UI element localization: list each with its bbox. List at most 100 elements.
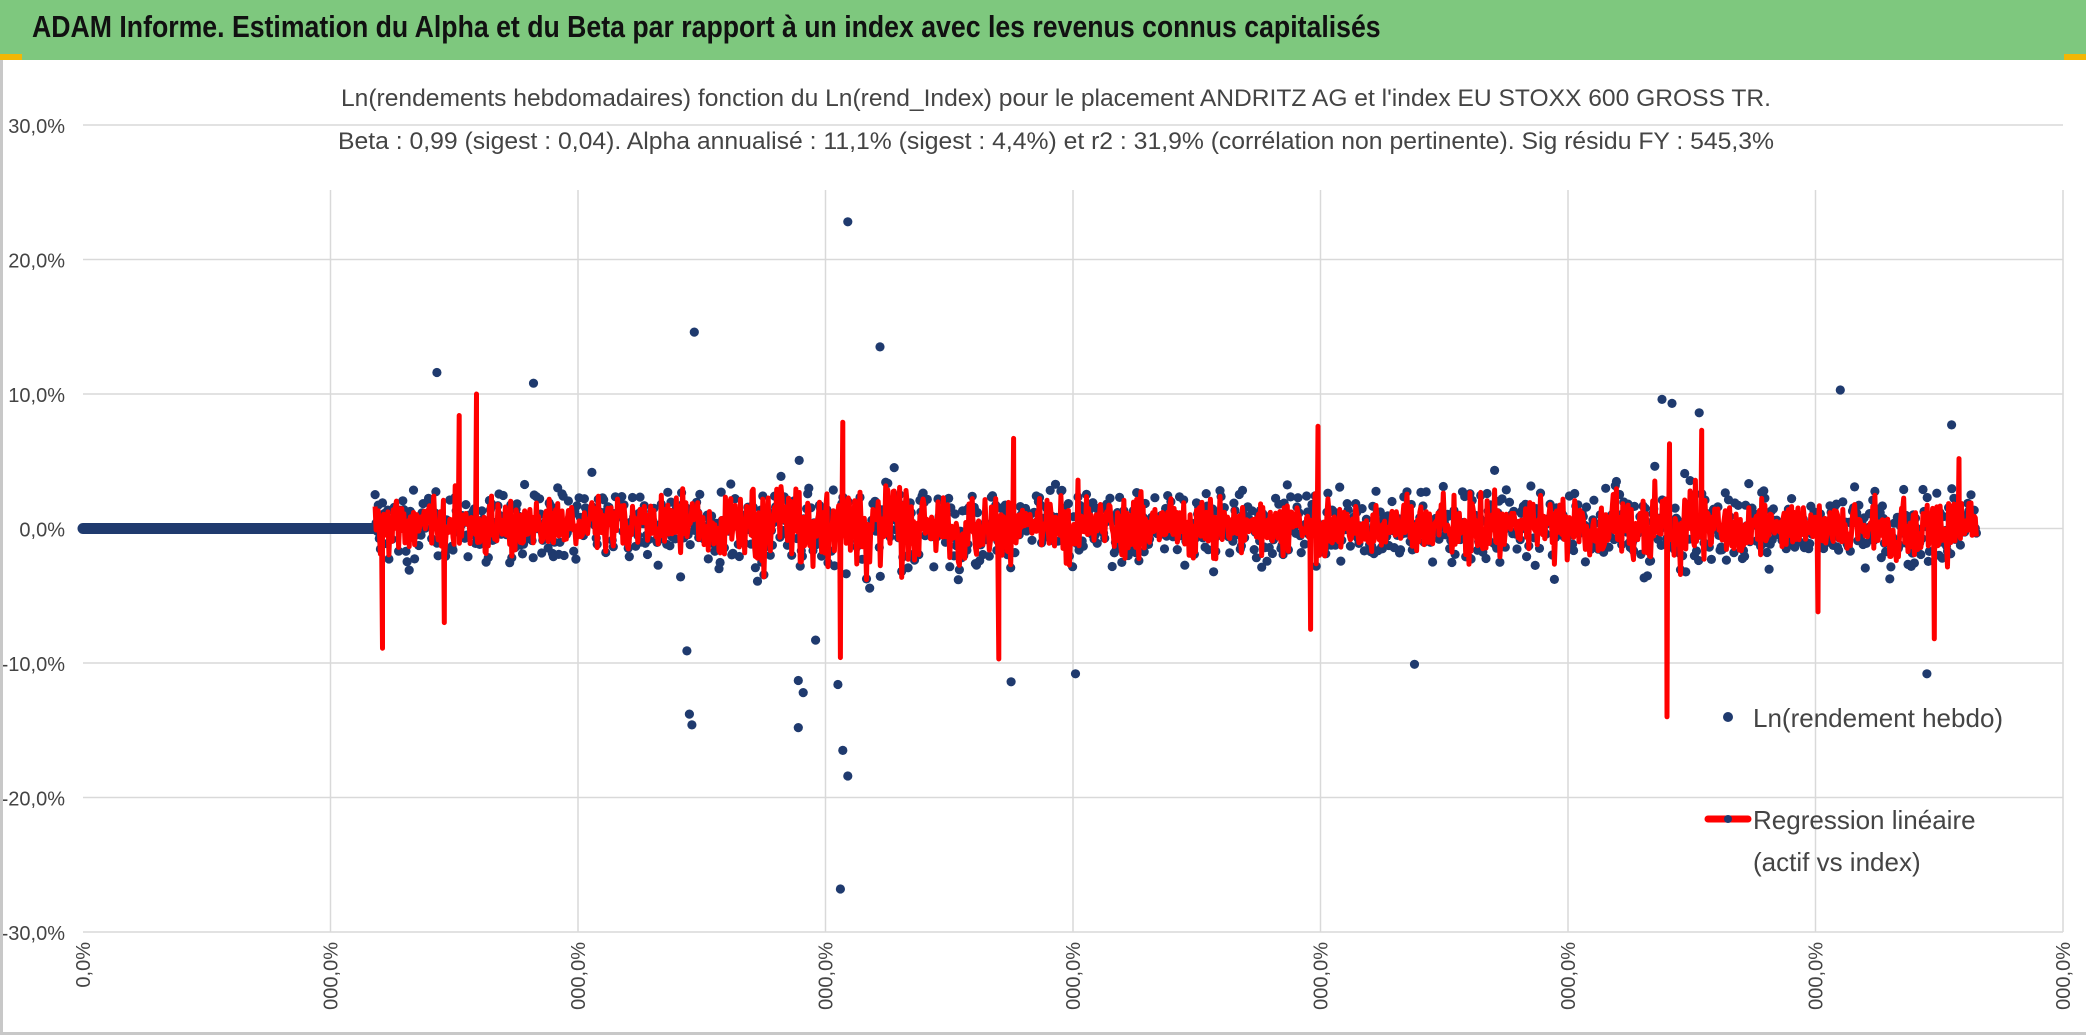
scatter-point — [528, 553, 538, 563]
scatter-point — [498, 490, 508, 501]
scatter-point — [398, 496, 408, 506]
scatter-point — [448, 545, 458, 555]
scatter-point — [624, 552, 634, 562]
scatter-point — [1642, 571, 1652, 581]
scatter-point — [580, 503, 591, 513]
scatter-point — [1918, 484, 1928, 495]
scatter-point — [1225, 548, 1235, 558]
scatter-point — [1667, 398, 1677, 408]
scatter-point — [663, 487, 673, 497]
series-ln-rendement-hebdo — [77, 217, 1981, 894]
scatter-point — [1899, 484, 1909, 495]
scatter-point — [571, 554, 581, 564]
scatter-point — [1229, 498, 1239, 508]
legend-marker-regression-dot — [1724, 815, 1732, 823]
scatter-point — [726, 479, 736, 489]
scatter-point — [903, 563, 913, 573]
scatter-point — [765, 550, 775, 560]
scatter-point — [1286, 492, 1296, 502]
scatter-point — [752, 576, 763, 586]
scatter-point — [1787, 494, 1797, 504]
scatter-point — [1580, 557, 1590, 567]
scatter-point — [1336, 556, 1346, 566]
scatter-point — [432, 367, 442, 378]
scatter-point — [1323, 488, 1333, 498]
scatter-point — [1966, 490, 1976, 500]
scatter-point — [1299, 539, 1309, 549]
y-tick-label: 30,0% — [8, 116, 65, 138]
scatter-point — [954, 565, 965, 575]
x-tick-label: 000,0% — [568, 942, 590, 1010]
scatter-point — [587, 467, 597, 477]
scatter-point — [1006, 677, 1016, 687]
scatter-point — [1611, 476, 1621, 487]
legend-label-scatter: Ln(rendement hebdo) — [1753, 703, 2003, 733]
scatter-point — [1650, 461, 1660, 471]
scatter-point — [793, 723, 803, 733]
scatter-point — [537, 548, 547, 558]
scatter-point — [1159, 544, 1170, 554]
scatter-point — [402, 557, 412, 567]
chart-legend: Ln(rendement hebdo) Regression linéaire … — [1704, 703, 2003, 877]
scatter-point — [1656, 540, 1666, 550]
scatter-point — [1251, 553, 1261, 563]
scatter-point — [1282, 480, 1292, 490]
scatter-point — [1834, 545, 1844, 555]
scatter-point — [528, 378, 539, 388]
y-tick-label: -30,0% — [3, 923, 65, 945]
scatter-point — [1835, 385, 1845, 395]
scatter-point — [1027, 535, 1037, 545]
scatter-point — [1293, 493, 1303, 503]
scatter-point — [1850, 482, 1860, 492]
scatter-point — [1267, 548, 1277, 559]
scatter-point — [1262, 556, 1272, 566]
scatter-point — [1947, 484, 1957, 494]
scatter-point — [1345, 541, 1355, 551]
scatter-point — [1706, 554, 1716, 564]
scatter-point — [370, 490, 380, 500]
header-corner-left — [0, 54, 22, 60]
scatter-point — [1045, 485, 1055, 495]
scatter-point — [1670, 503, 1680, 513]
scatter-point — [1335, 482, 1345, 492]
scatter-point — [1694, 408, 1704, 418]
scatter-point — [627, 492, 638, 503]
scatter-point — [695, 489, 705, 499]
scatter-point — [665, 541, 675, 551]
legend-marker-scatter — [1723, 712, 1733, 722]
scatter-point — [1909, 558, 1919, 568]
scatter-point — [1504, 497, 1515, 507]
scatter-point — [1428, 557, 1438, 567]
scatter-point — [463, 552, 473, 562]
scatter-point — [843, 771, 853, 781]
scatter-point — [687, 720, 697, 730]
scatter-point — [512, 499, 522, 509]
scatter-point — [944, 493, 954, 503]
x-tick-label: 000,0% — [1063, 942, 1085, 1010]
scatter-point — [1203, 545, 1213, 555]
scatter-point — [716, 487, 726, 497]
chart-area: 30,0% 20,0% 10,0% 0,0% -10,0% -20,0% -30,0% 0,0… — [0, 60, 2086, 1035]
scatter-point — [404, 565, 414, 575]
scatter-point — [1530, 560, 1540, 570]
scatter-point — [377, 498, 388, 508]
x-tick-label: 000,0% — [321, 942, 343, 1010]
scatter-point — [1063, 499, 1073, 509]
scatter-point — [401, 546, 411, 556]
header-corner-right — [2064, 54, 2086, 60]
scatter-point — [1371, 486, 1381, 496]
scatter-point — [1762, 547, 1772, 558]
scatter-point — [689, 327, 699, 337]
scatter-point — [1434, 534, 1444, 544]
scatter-point — [1922, 492, 1932, 503]
scatter-point — [642, 549, 653, 560]
scatter-point — [734, 551, 744, 562]
x-tick-label: 000,0% — [1311, 942, 1333, 1010]
scatter-point — [929, 562, 939, 572]
scatter-point — [1050, 479, 1061, 489]
scatter-point — [1512, 544, 1522, 554]
scatter-point — [1409, 659, 1420, 669]
scatter-point — [1886, 562, 1896, 572]
scatter-point — [1860, 563, 1870, 573]
scatter-point — [1721, 555, 1731, 565]
